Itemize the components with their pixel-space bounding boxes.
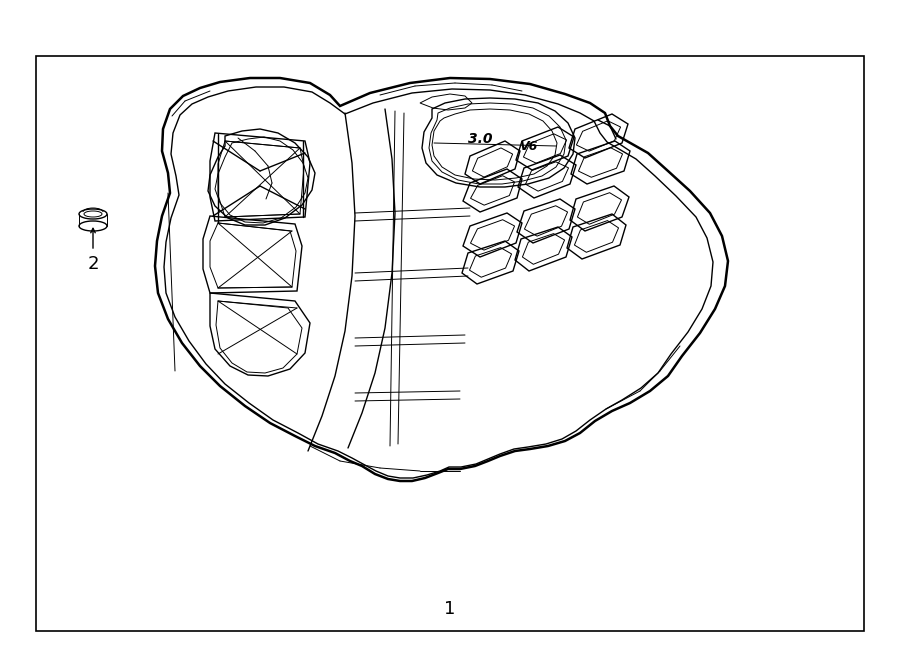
Polygon shape bbox=[155, 78, 728, 481]
Bar bbox=[36, 56, 864, 631]
Text: 3.0: 3.0 bbox=[468, 132, 492, 146]
Text: 2: 2 bbox=[87, 255, 99, 273]
Text: V6: V6 bbox=[518, 139, 537, 153]
Text: 1: 1 bbox=[445, 600, 455, 618]
